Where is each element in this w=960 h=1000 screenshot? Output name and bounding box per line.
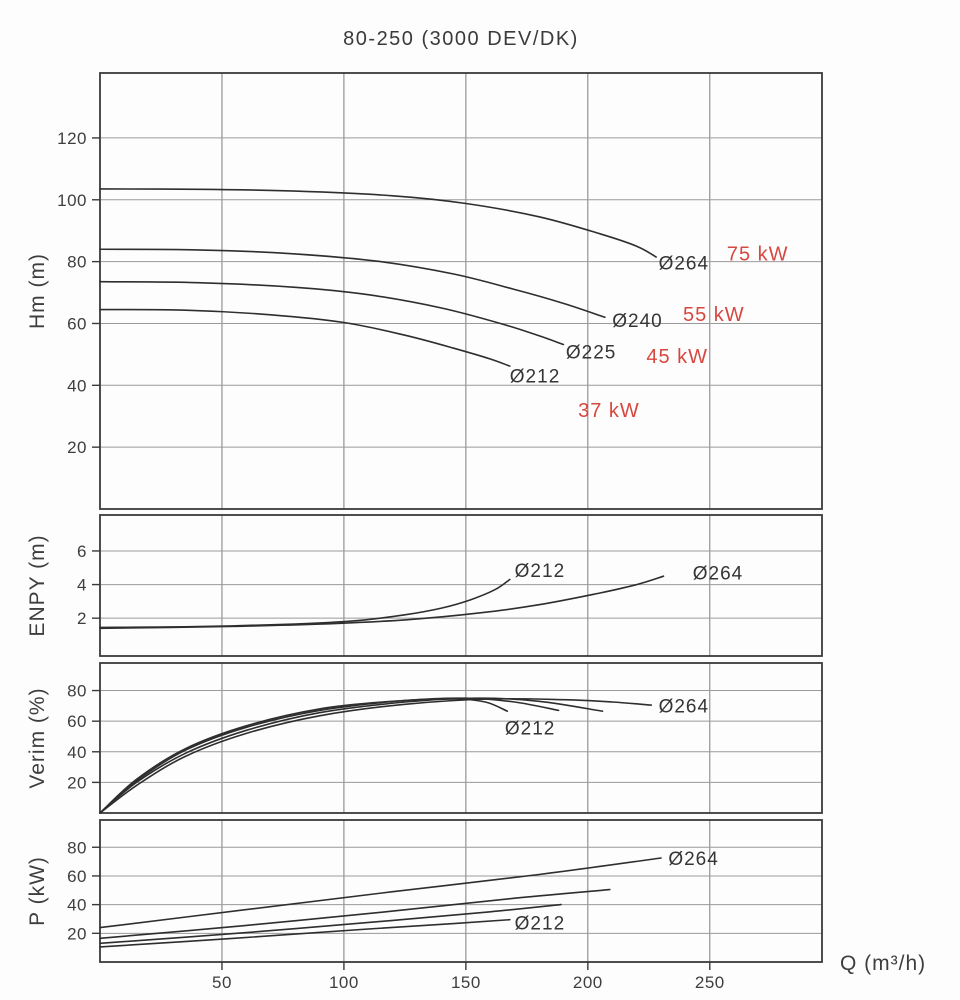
curve-hm-Ø240 (99, 248, 606, 319)
panel-hm: 20 40 60 80 100 120 Hm (m) (26, 72, 823, 510)
curve-enpy-Ø264 (99, 575, 665, 630)
panel-border (99, 662, 823, 814)
curve-label-hm-Ø264: Ø264 (659, 254, 709, 275)
curve-p-Ø225 (99, 903, 562, 945)
panel-enpy: 2 4 6 ENPY (m) (26, 514, 823, 657)
y-tick-label: 4 (77, 576, 87, 595)
x-axis-title: Q (m³/h) (840, 952, 926, 975)
curve-label-hm-Ø240: Ø240 (612, 311, 662, 332)
curve-p-Ø264 (99, 857, 662, 929)
x-tick-label: 200 (573, 973, 603, 992)
curve-label-p-Ø212: Ø212 (515, 914, 565, 935)
curve-verim-Ø212 (99, 698, 509, 814)
y-tick-label: 60 (67, 314, 87, 333)
y-tick-label: 2 (77, 609, 87, 628)
panel-p: 20 40 60 80 P (kW) (26, 819, 823, 963)
curve-enpy-Ø212 (99, 578, 511, 629)
curve-hm-Ø264 (99, 188, 657, 258)
y-tick-label: 20 (67, 438, 87, 457)
curve-label-p-Ø264: Ø264 (668, 849, 718, 870)
curve-hm-Ø212 (99, 308, 511, 367)
panel-border (99, 72, 823, 510)
y-tick-label: 100 (57, 191, 87, 210)
y-axis-title-p: P (kW) (26, 856, 49, 926)
panel-verim: 20 40 60 80 Verim (%) (26, 662, 823, 814)
y-tick-label: 60 (67, 867, 87, 886)
power-annotation: 37 kW (578, 400, 640, 422)
y-tick-label: 80 (67, 682, 87, 701)
curve-label-enpy-Ø212: Ø212 (515, 561, 565, 582)
curve-verim-Ø240 (99, 697, 604, 814)
power-annotation: 45 kW (646, 346, 708, 368)
x-tick-label: 150 (451, 973, 481, 992)
y-tick-label: 20 (67, 773, 87, 792)
y-tick-label: 120 (57, 129, 87, 148)
curve-label-enpy-Ø264: Ø264 (693, 564, 743, 585)
x-tick-label: 100 (329, 973, 359, 992)
y-tick-label: 80 (67, 838, 87, 857)
curve-verim-Ø264 (99, 697, 653, 814)
x-tick-label: 250 (695, 973, 725, 992)
curve-label-hm-Ø225: Ø225 (566, 342, 616, 363)
y-tick-label: 40 (67, 896, 87, 915)
curve-hm-Ø225 (99, 280, 565, 346)
panel-border (99, 514, 823, 657)
y-tick-label: 40 (67, 743, 87, 762)
y-tick-label: 20 (67, 924, 87, 943)
y-tick-label: 80 (67, 253, 87, 272)
curve-p-Ø212 (99, 918, 511, 948)
curve-label-verim-Ø212: Ø212 (505, 719, 555, 740)
panel-border (99, 819, 823, 963)
curve-label-hm-Ø212: Ø212 (510, 367, 560, 388)
y-axis-title-hm: Hm (m) (26, 253, 49, 329)
curve-p-Ø240 (99, 888, 611, 940)
y-tick-label: 60 (67, 712, 87, 731)
y-tick-label: 40 (67, 376, 87, 395)
power-annotation: 75 kW (727, 244, 789, 266)
curve-label-verim-Ø264: Ø264 (659, 696, 709, 717)
power-annotation: 55 kW (683, 304, 745, 326)
x-tick-label: 50 (212, 973, 232, 992)
y-axis-title-enpy: ENPY (m) (26, 534, 49, 636)
chart-title: 80-250 (3000 DEV/DK) (343, 28, 579, 50)
y-tick-label: 6 (77, 542, 87, 561)
y-axis-title-verim: Verim (%) (26, 687, 49, 788)
curve-verim-Ø225 (99, 697, 560, 814)
